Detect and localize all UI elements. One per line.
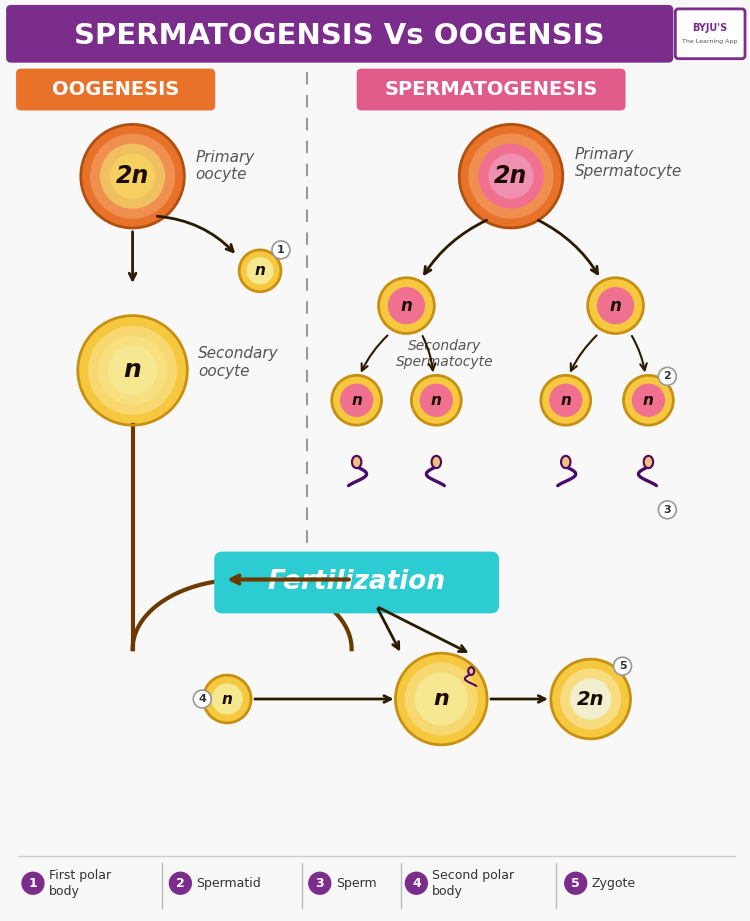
Circle shape	[632, 384, 664, 416]
Circle shape	[78, 316, 188, 426]
Circle shape	[571, 679, 610, 719]
Text: Sperm: Sperm	[336, 877, 376, 890]
Circle shape	[170, 872, 191, 894]
Circle shape	[309, 872, 331, 894]
Circle shape	[412, 376, 461, 426]
Circle shape	[565, 872, 586, 894]
Text: Spermatid: Spermatid	[196, 877, 261, 890]
Circle shape	[550, 384, 582, 416]
Text: 1: 1	[28, 877, 38, 890]
Circle shape	[470, 134, 553, 218]
Circle shape	[100, 145, 164, 208]
Ellipse shape	[561, 456, 571, 468]
Circle shape	[332, 376, 382, 426]
FancyBboxPatch shape	[16, 69, 215, 111]
Text: 4: 4	[198, 694, 206, 704]
Text: Second polar
body: Second polar body	[432, 869, 514, 898]
Text: SPERMATOGENESIS: SPERMATOGENESIS	[385, 80, 598, 99]
Text: The Learning App: The Learning App	[682, 40, 738, 44]
Circle shape	[99, 336, 166, 404]
Text: n: n	[430, 392, 442, 408]
Circle shape	[614, 658, 632, 675]
Text: OOGENESIS: OOGENESIS	[52, 80, 179, 99]
Text: 1: 1	[277, 245, 285, 255]
Text: n: n	[400, 297, 412, 315]
Text: 5: 5	[619, 661, 626, 671]
Circle shape	[395, 653, 487, 745]
Circle shape	[239, 250, 281, 292]
Circle shape	[406, 872, 427, 894]
Ellipse shape	[468, 667, 474, 675]
Circle shape	[588, 278, 644, 333]
Circle shape	[561, 670, 620, 729]
Text: 2: 2	[176, 877, 184, 890]
Text: 2: 2	[664, 371, 671, 381]
Circle shape	[194, 690, 211, 708]
Text: 5: 5	[572, 877, 580, 890]
Text: 2n: 2n	[577, 690, 604, 708]
Text: 4: 4	[412, 877, 421, 890]
Text: First polar
body: First polar body	[49, 869, 111, 898]
Text: Primary
oocyte: Primary oocyte	[195, 150, 254, 182]
Circle shape	[81, 124, 184, 228]
Text: SPERMATOGENSIS Vs OOGENSIS: SPERMATOGENSIS Vs OOGENSIS	[74, 22, 605, 50]
Ellipse shape	[431, 456, 441, 468]
Circle shape	[203, 675, 251, 723]
Text: 3: 3	[316, 877, 324, 890]
Circle shape	[479, 145, 543, 208]
Circle shape	[459, 124, 562, 228]
Text: n: n	[433, 689, 449, 709]
Ellipse shape	[646, 458, 651, 466]
Text: Secondary
oocyte: Secondary oocyte	[198, 346, 279, 379]
Circle shape	[658, 501, 676, 519]
FancyBboxPatch shape	[6, 5, 674, 63]
Text: n: n	[643, 392, 654, 408]
Text: Secondary
Spermatocyte: Secondary Spermatocyte	[395, 339, 493, 368]
Circle shape	[489, 155, 533, 198]
Circle shape	[416, 673, 467, 725]
Circle shape	[388, 287, 424, 323]
Circle shape	[88, 327, 176, 414]
FancyBboxPatch shape	[357, 69, 626, 111]
Ellipse shape	[563, 458, 568, 466]
Circle shape	[379, 278, 434, 333]
Text: 3: 3	[664, 505, 671, 515]
Circle shape	[111, 155, 154, 198]
Circle shape	[541, 376, 591, 426]
Circle shape	[550, 659, 631, 739]
Text: n: n	[610, 297, 622, 315]
FancyBboxPatch shape	[214, 552, 499, 613]
Text: 2n: 2n	[494, 164, 528, 188]
Circle shape	[406, 663, 477, 735]
Ellipse shape	[433, 458, 439, 466]
Text: 2n: 2n	[116, 164, 149, 188]
Circle shape	[22, 872, 44, 894]
Circle shape	[91, 134, 175, 218]
Text: n: n	[124, 358, 142, 382]
FancyBboxPatch shape	[675, 9, 745, 59]
Circle shape	[247, 258, 273, 284]
Circle shape	[420, 384, 452, 416]
Circle shape	[598, 287, 634, 323]
Ellipse shape	[352, 456, 362, 468]
Circle shape	[109, 346, 157, 394]
Circle shape	[623, 376, 674, 426]
Circle shape	[212, 684, 242, 714]
Circle shape	[340, 384, 373, 416]
Text: n: n	[254, 263, 266, 278]
Text: Primary
Spermatocyte: Primary Spermatocyte	[574, 147, 682, 180]
Text: BYJU'S: BYJU'S	[692, 23, 728, 33]
Circle shape	[272, 241, 290, 259]
Ellipse shape	[470, 669, 473, 674]
Circle shape	[658, 367, 676, 385]
Ellipse shape	[354, 458, 359, 466]
Text: n: n	[560, 392, 572, 408]
Ellipse shape	[644, 456, 653, 468]
Text: n: n	[351, 392, 362, 408]
Text: Zygote: Zygote	[592, 877, 636, 890]
Text: Fertilization: Fertilization	[268, 569, 446, 596]
Text: n: n	[222, 692, 232, 706]
